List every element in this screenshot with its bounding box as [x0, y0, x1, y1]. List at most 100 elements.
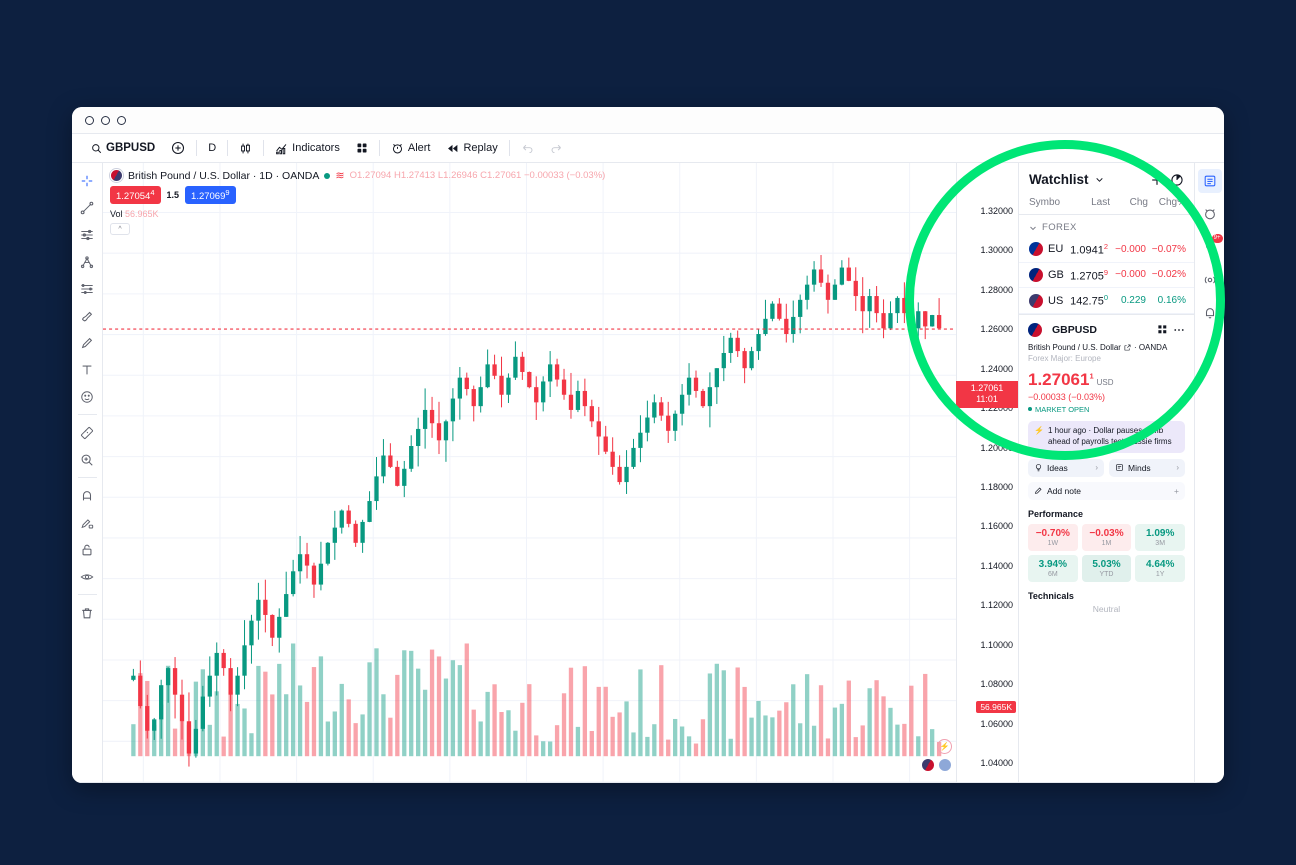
price-label: 1.32000	[980, 206, 1013, 216]
layout-templates-button[interactable]	[348, 137, 376, 159]
lightning-icon: ⚡	[1034, 425, 1044, 435]
text-tool[interactable]	[75, 357, 100, 382]
window-close-button[interactable]	[85, 115, 94, 125]
toolbar-divider	[77, 414, 97, 415]
news-card[interactable]: ⚡ 1 hour ago · Dollar pauses climb ahead…	[1028, 420, 1185, 453]
brush-icon	[82, 311, 93, 321]
horizontal-lines-tool[interactable]	[75, 222, 100, 247]
add-symbol-button[interactable]	[163, 137, 193, 159]
right-icon-rail: 9+	[1194, 163, 1224, 782]
alarm-clock-icon	[1204, 209, 1215, 220]
alerts-panel-button[interactable]	[1198, 202, 1222, 226]
pie-chart-icon[interactable]	[1170, 173, 1184, 187]
price-label: 1.24000	[980, 363, 1013, 374]
volume-value: 56.965K	[125, 209, 159, 220]
price-label: 1.26000	[980, 324, 1013, 335]
measure-tool[interactable]	[75, 420, 100, 445]
legend-settings-icon[interactable]: ≋	[335, 170, 345, 182]
volume-badge: 56.965K	[976, 701, 1016, 713]
performance-cell: 4.64% 1Y	[1135, 554, 1185, 582]
technicals-title: Technicals	[1028, 590, 1074, 601]
watchlist-rows: EURU 1.09412 −0.000 −0.07% GBPU 1.27059 −0.000…	[1019, 237, 1194, 314]
watchlist-panel-button[interactable]	[1197, 169, 1222, 193]
drawing-mode-tool[interactable]	[75, 510, 100, 535]
performance-value: −0.70%	[1035, 527, 1070, 539]
column-chg: Chg	[1129, 197, 1148, 208]
market-status: MARKET OPEN	[1028, 405, 1185, 414]
main-chart[interactable]: British Pound / U.S. Dollar · 1D · OANDA…	[103, 163, 956, 782]
watchlist-row[interactable]: EURU 1.09412 −0.000 −0.07%	[1019, 237, 1194, 263]
chevron-down-icon[interactable]	[1095, 175, 1104, 184]
window-minimize-button[interactable]	[101, 115, 110, 125]
brush-tool[interactable]	[75, 303, 100, 328]
ohlc-l-label: L	[437, 170, 444, 181]
grid-view-icon[interactable]	[1157, 324, 1168, 335]
indicators-button[interactable]: Indicators	[267, 137, 348, 159]
streams-panel-button[interactable]	[1198, 268, 1222, 292]
undo-button[interactable]	[513, 137, 542, 159]
cross-cursor-tool[interactable]	[75, 168, 100, 193]
watchlist-title: Watchlist	[1029, 172, 1089, 187]
bell-icon	[1205, 308, 1214, 319]
watchlist-row[interactable]: USDJ 142.750 0.229 0.16%	[1019, 288, 1194, 314]
add-symbol-icon[interactable]	[1150, 173, 1164, 187]
quick-trade-icon[interactable]: ⚡	[937, 739, 952, 754]
more-options-icon[interactable]	[1173, 324, 1185, 336]
remove-drawings-tool[interactable]	[75, 600, 100, 625]
add-note-button[interactable]: Add note +	[1028, 481, 1185, 500]
lock-drawings-tool[interactable]	[75, 537, 100, 562]
interval-label: D	[208, 142, 217, 154]
symbol-category: Forex Major: Europe	[1028, 353, 1101, 363]
performance-label: 6M	[1047, 570, 1058, 578]
magnet-tool[interactable]	[75, 483, 100, 508]
pitchfork-tool[interactable]	[75, 249, 100, 274]
ideas-panel-button[interactable]: 9+	[1198, 234, 1223, 259]
column-symbol: Symbo	[1029, 197, 1061, 208]
external-link-icon[interactable]	[1124, 344, 1131, 351]
text-icon	[82, 365, 92, 374]
watchlist-chg: 0.229	[1120, 295, 1146, 307]
symbol-info-panel: GBPUSD British Pound / U.S. Dollar · OAN…	[1019, 313, 1194, 618]
time-axis[interactable]: OctNovDec2023FebMarAprMayJunJulAug	[72, 782, 1224, 783]
symbol-flag-icon	[1029, 267, 1043, 282]
volume-legend: Vol 56.965K	[110, 209, 605, 219]
window-maximize-button[interactable]	[117, 115, 126, 125]
spread-value: 1.5	[166, 190, 180, 201]
price-scale[interactable]: 1.32000 1.30000 1.28000 1.26000 1.24000 1.220…	[956, 163, 1018, 782]
symbol-description: British Pound / U.S. Dollar	[1028, 342, 1121, 352]
zoom-in-tool[interactable]	[75, 447, 100, 472]
symbol-description-row: British Pound / U.S. Dollar · OANDA	[1028, 343, 1185, 352]
price-label: 1.28000	[980, 284, 1013, 295]
replay-button[interactable]: Replay	[438, 137, 505, 159]
interval-button[interactable]: D	[200, 137, 224, 159]
alert-button[interactable]: Alert	[383, 137, 439, 159]
ask-price-badge: 1.270699	[185, 186, 236, 205]
redo-button[interactable]	[542, 137, 571, 159]
trend-line-tool[interactable]	[75, 195, 100, 220]
chart-overlay-icons: ⚡	[937, 739, 952, 754]
news-headline: Dollar pauses climb ahead of payrolls te…	[1047, 425, 1172, 446]
collapse-pane-button[interactable]: ^	[110, 223, 130, 236]
minds-icon	[1116, 464, 1123, 471]
fibonacci-tool[interactable]	[75, 276, 100, 301]
hide-drawings-tool[interactable]	[75, 564, 100, 589]
symbol-price: 1.270611USD	[1028, 370, 1185, 390]
ohlc-h-value: 1.27413	[400, 170, 436, 181]
notifications-button[interactable]	[1198, 301, 1222, 325]
grid-icon	[357, 143, 367, 153]
minds-button[interactable]: Minds ›	[1109, 458, 1185, 477]
eye-icon	[80, 573, 94, 580]
streams-badge	[1213, 269, 1220, 275]
ideas-button[interactable]: Ideas ›	[1028, 458, 1104, 477]
globe-icon[interactable]	[938, 758, 952, 772]
emoji-tool[interactable]	[75, 384, 100, 409]
pen-tool[interactable]	[75, 330, 100, 355]
usd-flag-icon[interactable]	[921, 758, 935, 772]
watchlist-row[interactable]: GBPU 1.27059 −0.000 −0.02%	[1019, 263, 1194, 289]
symbol-flag-icon	[110, 169, 123, 182]
fibonacci-retracement-icon	[81, 283, 93, 294]
chart-style-button[interactable]	[231, 137, 260, 159]
symbol-search-button[interactable]: GBPUSD	[83, 137, 163, 159]
indicators-label: Indicators	[292, 142, 340, 154]
watchlist-group-forex[interactable]: FOREX	[1019, 215, 1194, 237]
